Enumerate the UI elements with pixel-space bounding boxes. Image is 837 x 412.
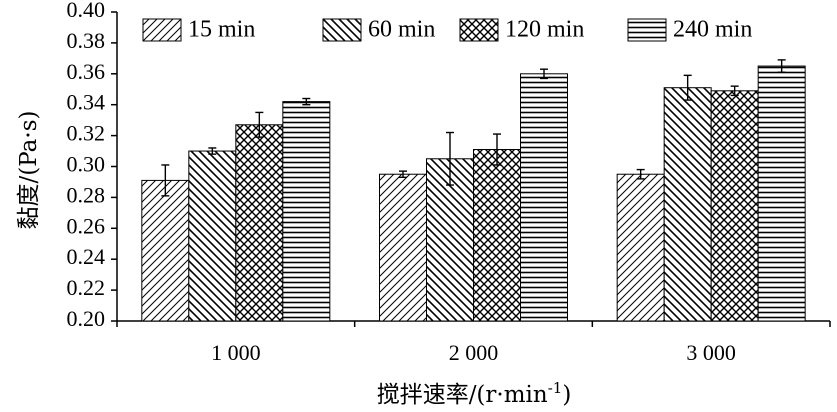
y-tick-label: 0.28 bbox=[67, 182, 106, 207]
y-tick-label: 0.30 bbox=[67, 152, 106, 177]
bar bbox=[379, 173, 427, 322]
legend-label: 240 min bbox=[673, 17, 752, 43]
bar bbox=[188, 150, 237, 322]
x-axis-title-superscript: -1 bbox=[548, 379, 563, 397]
y-tick-label: 0.34 bbox=[67, 90, 106, 115]
bar bbox=[141, 179, 190, 322]
y-tick-label: 0.40 bbox=[67, 0, 106, 22]
x-axis-title: 搅拌速率/(r·min-1) bbox=[377, 379, 572, 408]
legend: 15 min 60 min 120 min 240 min bbox=[142, 17, 752, 43]
legend-swatch bbox=[627, 18, 667, 42]
y-tick-label: 0.20 bbox=[67, 306, 106, 331]
bar bbox=[663, 87, 712, 322]
y-tick-label: 0.24 bbox=[67, 244, 106, 269]
legend-label: 120 min bbox=[505, 17, 584, 43]
bar bbox=[282, 101, 331, 322]
bar bbox=[616, 173, 665, 322]
legend-swatch bbox=[459, 18, 499, 42]
error-bars bbox=[161, 59, 786, 197]
x-tick-label: 3 000 bbox=[686, 340, 736, 365]
y-tick-label: 0.32 bbox=[67, 121, 106, 146]
y-tick-label: 0.22 bbox=[67, 275, 106, 300]
bar bbox=[473, 149, 521, 322]
bars bbox=[141, 65, 806, 322]
legend-label: 15 min bbox=[188, 17, 255, 43]
x-tick-label: 2 000 bbox=[449, 340, 499, 365]
y-tick-label: 0.36 bbox=[67, 59, 106, 84]
bar bbox=[710, 90, 759, 322]
legend-label: 60 min bbox=[368, 17, 435, 43]
y-ticks: 0.20 0.22 0.24 0.26 0.28 0.30 0.32 0.34 0.36 0.38… bbox=[67, 0, 117, 331]
bar bbox=[426, 158, 474, 322]
legend-swatch bbox=[142, 18, 182, 42]
y-axis-title: 黏度/(Pa·s) bbox=[16, 111, 42, 230]
y-tick-label: 0.38 bbox=[67, 28, 106, 53]
x-axis-title-main: 搅拌速率/(r·min bbox=[377, 382, 548, 408]
x-axis-title-end: ) bbox=[562, 382, 571, 408]
bar bbox=[235, 124, 284, 322]
x-ticks: 1 000 2 000 3 000 bbox=[116, 321, 831, 365]
bar bbox=[520, 73, 568, 322]
y-tick-label: 0.26 bbox=[67, 213, 106, 238]
bar bbox=[757, 65, 806, 322]
legend-swatch bbox=[322, 18, 362, 42]
x-tick-label: 1 000 bbox=[211, 340, 261, 365]
